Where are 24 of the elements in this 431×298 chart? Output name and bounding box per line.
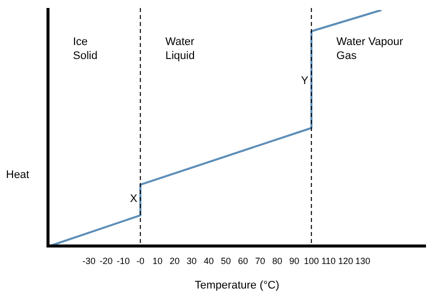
x-tick-label: 80 bbox=[272, 256, 282, 266]
x-tick-label: 100 bbox=[304, 256, 319, 266]
annotation: Ice Solid bbox=[73, 36, 98, 62]
x-tick-label: 70 bbox=[255, 256, 266, 266]
x-tick-label: -20 bbox=[100, 256, 113, 266]
x-tick-label: 20 bbox=[170, 256, 180, 266]
x-tick-label: 10 bbox=[152, 256, 162, 266]
x-tick-label: 30 bbox=[186, 256, 197, 266]
x-tick-label: 90 bbox=[289, 256, 300, 266]
x-axis-title: Temperature (°C) bbox=[194, 279, 280, 292]
x-tick-label: 130 bbox=[355, 256, 370, 266]
x-tick-label: 110 bbox=[321, 256, 336, 266]
x-tick-label: 50 bbox=[220, 256, 231, 266]
annotation: Water Vapour Gas bbox=[336, 36, 404, 62]
x-tick-label: 40 bbox=[204, 256, 214, 266]
x-tick-label: -30 bbox=[82, 256, 96, 266]
annotation: X bbox=[130, 192, 138, 205]
x-tick-label: -0 bbox=[136, 256, 144, 266]
x-tick-label: 60 bbox=[238, 256, 248, 266]
annotation: Water Liquid bbox=[165, 36, 195, 62]
x-tick-label: 120 bbox=[338, 256, 354, 266]
x-tick-label: -10 bbox=[116, 256, 130, 266]
annotation: Y bbox=[301, 74, 310, 87]
y-axis-title: Heat bbox=[6, 169, 30, 182]
